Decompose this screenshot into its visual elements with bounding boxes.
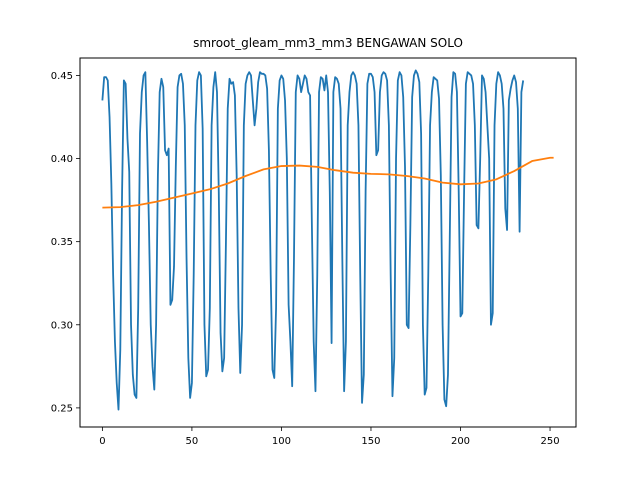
x-tick-label: 50 (186, 436, 199, 447)
x-tick-label: 150 (361, 436, 380, 447)
y-axis-ticks: 0.25 0.30 0.35 0.40 0.45 (51, 71, 80, 414)
y-tick-label: 0.40 (51, 154, 73, 165)
x-tick-label: 0 (99, 436, 105, 447)
chart-title: smroot_gleam_mm3_mm3 BENGAWAN SOLO (193, 36, 463, 50)
x-tick-label: 250 (540, 436, 559, 447)
series-line-1 (101, 69, 525, 411)
plot-area: 0 50 100 150 200 250 0.25 0.30 0.35 0.40 0.45 (51, 57, 577, 447)
y-tick-label: 0.35 (51, 237, 73, 248)
y-tick-label: 0.30 (51, 320, 73, 331)
series-line-2 (102, 156, 554, 209)
y-tick-label: 0.25 (51, 403, 73, 414)
x-tick-label: 200 (451, 436, 470, 447)
x-axis-ticks: 0 50 100 150 200 250 (99, 427, 560, 447)
y-tick-label: 0.45 (51, 71, 73, 82)
x-tick-label: 100 (272, 436, 291, 447)
series-layer (101, 69, 554, 411)
